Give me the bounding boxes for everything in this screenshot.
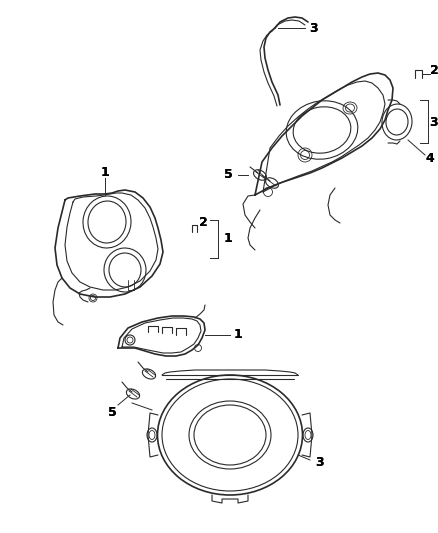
Text: 2: 2 <box>198 215 207 229</box>
Text: 1: 1 <box>101 166 110 179</box>
Text: 3: 3 <box>316 456 324 470</box>
Text: 2: 2 <box>198 215 207 229</box>
Text: 5: 5 <box>224 168 233 182</box>
Text: 3: 3 <box>316 456 324 470</box>
Text: 5: 5 <box>224 168 233 182</box>
Text: 3: 3 <box>309 21 317 35</box>
Text: 5: 5 <box>108 406 117 418</box>
Text: 1: 1 <box>233 328 242 342</box>
Text: 2: 2 <box>430 64 438 77</box>
Text: 1: 1 <box>233 328 242 342</box>
Text: 2: 2 <box>430 64 438 77</box>
Text: 1: 1 <box>224 232 233 246</box>
Text: 5: 5 <box>108 406 117 418</box>
Text: 3: 3 <box>309 21 317 35</box>
Text: 1: 1 <box>101 166 110 179</box>
Text: 1: 1 <box>224 232 233 246</box>
Text: 3: 3 <box>430 116 438 128</box>
Text: 3: 3 <box>430 116 438 128</box>
Text: 4: 4 <box>426 151 434 165</box>
Text: 4: 4 <box>426 151 434 165</box>
